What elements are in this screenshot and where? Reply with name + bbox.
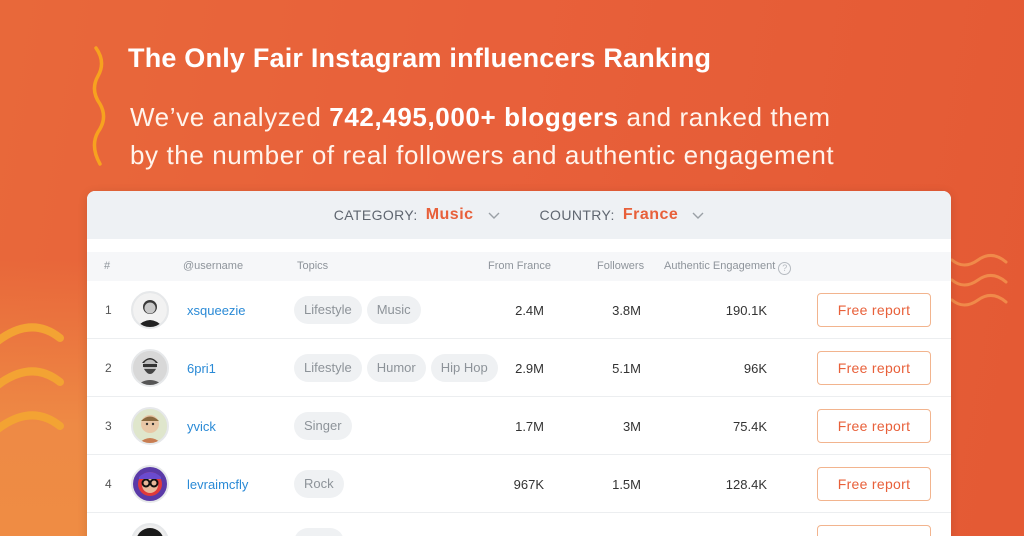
free-report-button[interactable]: Free report (817, 409, 931, 443)
free-report-button[interactable]: Free report (817, 293, 931, 327)
col-topics: Topics (297, 260, 329, 272)
from-country-value: 2.9M (515, 360, 544, 376)
topics: Lifestyle Music (294, 281, 421, 339)
ranking-card: CATEGORY: Music COUNTRY: France # @usern… (87, 191, 951, 536)
topics: Singer (294, 397, 352, 455)
avatar[interactable] (131, 407, 169, 445)
subtitle-bold: 742,495,000+ bloggers (329, 102, 619, 132)
engagement-value: 96K (743, 360, 767, 376)
col-engagement: Authentic Engagement? (664, 260, 792, 275)
topic-tag[interactable]: Lifestyle (294, 354, 362, 382)
chevron-down-icon (692, 212, 704, 219)
engagement-value: 190.1K (725, 302, 767, 318)
decorative-waves-right-icon (950, 254, 1008, 307)
rank: 4 (105, 477, 112, 491)
avatar[interactable] (131, 465, 169, 503)
free-report-button[interactable] (817, 525, 931, 536)
topic-tag[interactable]: Lifestyle (294, 296, 362, 324)
filter-bar: CATEGORY: Music COUNTRY: France (87, 191, 951, 239)
subtitle-suffix: and ranked them (618, 102, 831, 132)
table-row: 1 xsqueezie Lifestyle Music 2.4M 3.8M 19… (87, 281, 951, 339)
followers-value: 3.8M (612, 302, 641, 318)
help-icon[interactable]: ? (778, 262, 792, 275)
avatar[interactable] (131, 523, 169, 536)
subtitle-prefix: We’ve analyzed (130, 102, 330, 132)
table-row: 2 6pri1 Lifestyle Humor Hip Hop 2.9M 5.1… (87, 339, 951, 397)
col-from: From France (488, 260, 551, 272)
hero-subtitle: We’ve analyzed 742,495,000+ bloggers and… (130, 98, 834, 174)
free-report-button[interactable]: Free report (817, 467, 931, 501)
topic-tag[interactable]: Rock (294, 470, 344, 498)
followers-value: 5.1M (612, 360, 641, 376)
table-row: 3 yvick Singer 1.7M 3M 75.4K Free report (87, 397, 951, 455)
category-filter[interactable]: CATEGORY: Music (334, 206, 500, 224)
avatar[interactable] (131, 349, 169, 387)
topics (294, 513, 344, 536)
decorative-rings-icon (700, 0, 1024, 40)
topics: Rock (294, 455, 344, 513)
col-rank: # (104, 260, 111, 272)
table-header: # @username Topics From France Followers… (87, 252, 951, 281)
category-value: Music (425, 206, 474, 223)
rank: 2 (105, 361, 112, 375)
free-report-button[interactable]: Free report (817, 351, 931, 385)
avatar[interactable] (131, 291, 169, 329)
col-engagement-label: Authentic Engagement (664, 260, 776, 272)
from-country-value: 1.7M (515, 418, 544, 434)
engagement-value: 75.4K (733, 418, 767, 434)
rank: 3 (105, 419, 112, 433)
chevron-down-icon (488, 212, 500, 219)
col-followers: Followers (597, 260, 645, 272)
subtitle-line2: by the number of real followers and auth… (130, 140, 835, 170)
followers-value: 1.5M (612, 476, 641, 492)
country-label: COUNTRY: (539, 207, 615, 223)
table-row (87, 513, 951, 536)
topic-tag[interactable]: Singer (294, 412, 352, 440)
topic-tag[interactable]: Music (366, 296, 421, 324)
page-title: The Only Fair Instagram influencers Rank… (128, 43, 712, 73)
country-filter[interactable]: COUNTRY: France (540, 206, 705, 224)
from-country-value: 2.4M (515, 302, 544, 318)
background-gradient (0, 260, 90, 536)
topic-tag[interactable]: Humor (366, 354, 426, 382)
decorative-waves-left-icon (0, 323, 64, 433)
spacer (87, 239, 951, 252)
country-value: France (622, 206, 679, 223)
followers-value: 3M (622, 418, 641, 434)
col-username: @username (183, 260, 244, 272)
topics: Lifestyle Humor Hip Hop (294, 339, 498, 397)
topic-tag[interactable]: Hip Hop (430, 354, 498, 382)
from-country-value: 967K (513, 476, 544, 492)
table-row: 4 levraimcfly Rock 967K 1.5M 128.4K Free… (87, 455, 951, 513)
topic-tag[interactable] (294, 528, 344, 536)
username-link[interactable]: yvick (187, 418, 216, 434)
category-label: CATEGORY: (333, 207, 418, 223)
username-link[interactable]: 6pri1 (187, 360, 216, 376)
username-link[interactable]: xsqueezie (187, 302, 246, 318)
rank: 1 (105, 303, 112, 317)
username-link[interactable]: levraimcfly (187, 476, 249, 492)
decorative-squiggle-icon (92, 46, 106, 166)
engagement-value: 128.4K (725, 476, 767, 492)
